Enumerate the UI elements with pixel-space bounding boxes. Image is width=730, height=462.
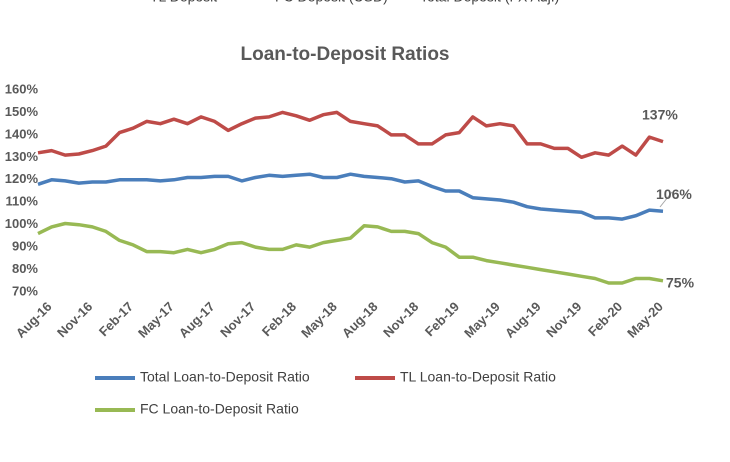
x-tick-label: Feb-17 [96, 299, 136, 339]
x-tick-label: May-17 [135, 299, 177, 341]
y-tick-label: 120% [5, 171, 39, 186]
x-tick-label: Nov-17 [217, 299, 258, 340]
x-tick-label: Nov-18 [380, 299, 421, 340]
header-legend-item: TL Deposit [150, 0, 217, 5]
series-line [37, 172, 664, 221]
x-tick-label: Nov-19 [543, 299, 584, 340]
y-tick-label: 110% [5, 194, 38, 209]
x-tick-label: Feb-19 [422, 299, 462, 339]
x-tick-label: May-18 [298, 299, 340, 341]
x-tick-label: Aug-16 [13, 299, 55, 341]
leader-line [659, 191, 673, 208]
y-tick-label: 80% [12, 261, 38, 276]
header-legend-item: Total Deposit (FX Adj.) [420, 0, 559, 5]
legend-label: FC Loan-to-Deposit Ratio [140, 401, 299, 417]
x-tick-label: May-19 [461, 299, 503, 341]
y-tick-label: 100% [5, 216, 39, 231]
y-tick-label: 160% [5, 81, 39, 96]
header-legend-item: FC Deposit (USD) [275, 0, 388, 5]
annotation: 106% [656, 186, 692, 202]
chart-title: Loan-to-Deposit Ratios [241, 44, 450, 65]
y-tick-label: 140% [5, 126, 39, 141]
series-line [37, 221, 664, 285]
annotation: 75% [666, 274, 695, 290]
x-tick-label: Aug-18 [339, 299, 381, 341]
x-tick-label: May-20 [624, 299, 666, 341]
x-tick-label: Feb-20 [585, 299, 625, 339]
y-tick-label: 90% [12, 239, 38, 254]
x-tick-label: Aug-17 [176, 299, 218, 341]
legend-label: TL Loan-to-Deposit Ratio [400, 369, 556, 385]
y-tick-label: 70% [12, 283, 38, 298]
series-line [37, 110, 664, 160]
x-tick-label: Nov-16 [54, 299, 95, 340]
y-tick-label: 150% [5, 104, 39, 119]
y-tick-label: 130% [5, 149, 39, 164]
annotation: 137% [642, 106, 678, 122]
x-tick-label: Feb-18 [259, 299, 299, 339]
legend-label: Total Loan-to-Deposit Ratio [140, 369, 310, 385]
x-tick-label: Aug-19 [502, 299, 544, 341]
